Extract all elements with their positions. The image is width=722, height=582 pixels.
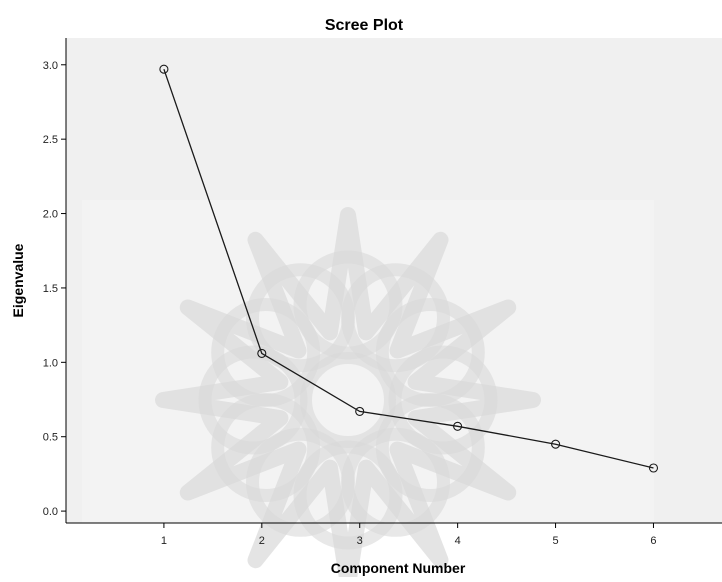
x-axis-title: Component Number <box>331 560 466 576</box>
x-tick-label: 1 <box>161 535 167 547</box>
x-tick-label: 4 <box>455 535 461 547</box>
watermark-petal <box>375 298 485 407</box>
data-point <box>355 406 365 416</box>
y-tick-label: 1.5 <box>43 283 58 295</box>
watermark-petal <box>246 427 355 537</box>
y-axis-title: Eigenvalue <box>10 243 26 317</box>
data-point <box>159 64 169 74</box>
watermark-petal <box>341 263 450 373</box>
watermark-ornament <box>82 200 654 582</box>
y-tick-label: 3.0 <box>43 60 58 72</box>
x-tick-label: 6 <box>650 535 656 547</box>
y-tick-label: 2.0 <box>43 209 58 221</box>
data-point <box>453 421 463 431</box>
axes <box>65 38 722 524</box>
chart-title: Scree Plot <box>325 17 404 34</box>
watermark-star <box>155 207 541 582</box>
eigenvalue-line <box>163 68 654 469</box>
watermark-center <box>300 352 396 448</box>
data-point <box>257 348 267 358</box>
x-tick-label: 2 <box>259 535 265 547</box>
watermark-petal <box>211 298 321 407</box>
y-tick-label: 2.5 <box>43 134 58 146</box>
y-tick-label: 0.0 <box>43 506 58 518</box>
x-tick-label: 5 <box>552 535 558 547</box>
y-tick-label: 1.0 <box>43 357 58 369</box>
x-tick-label: 3 <box>357 535 363 547</box>
y-tick-label: 0.5 <box>43 432 58 444</box>
series-layer <box>159 64 659 473</box>
data-point <box>551 439 561 449</box>
tick-marks <box>61 64 654 528</box>
data-point <box>648 463 659 473</box>
